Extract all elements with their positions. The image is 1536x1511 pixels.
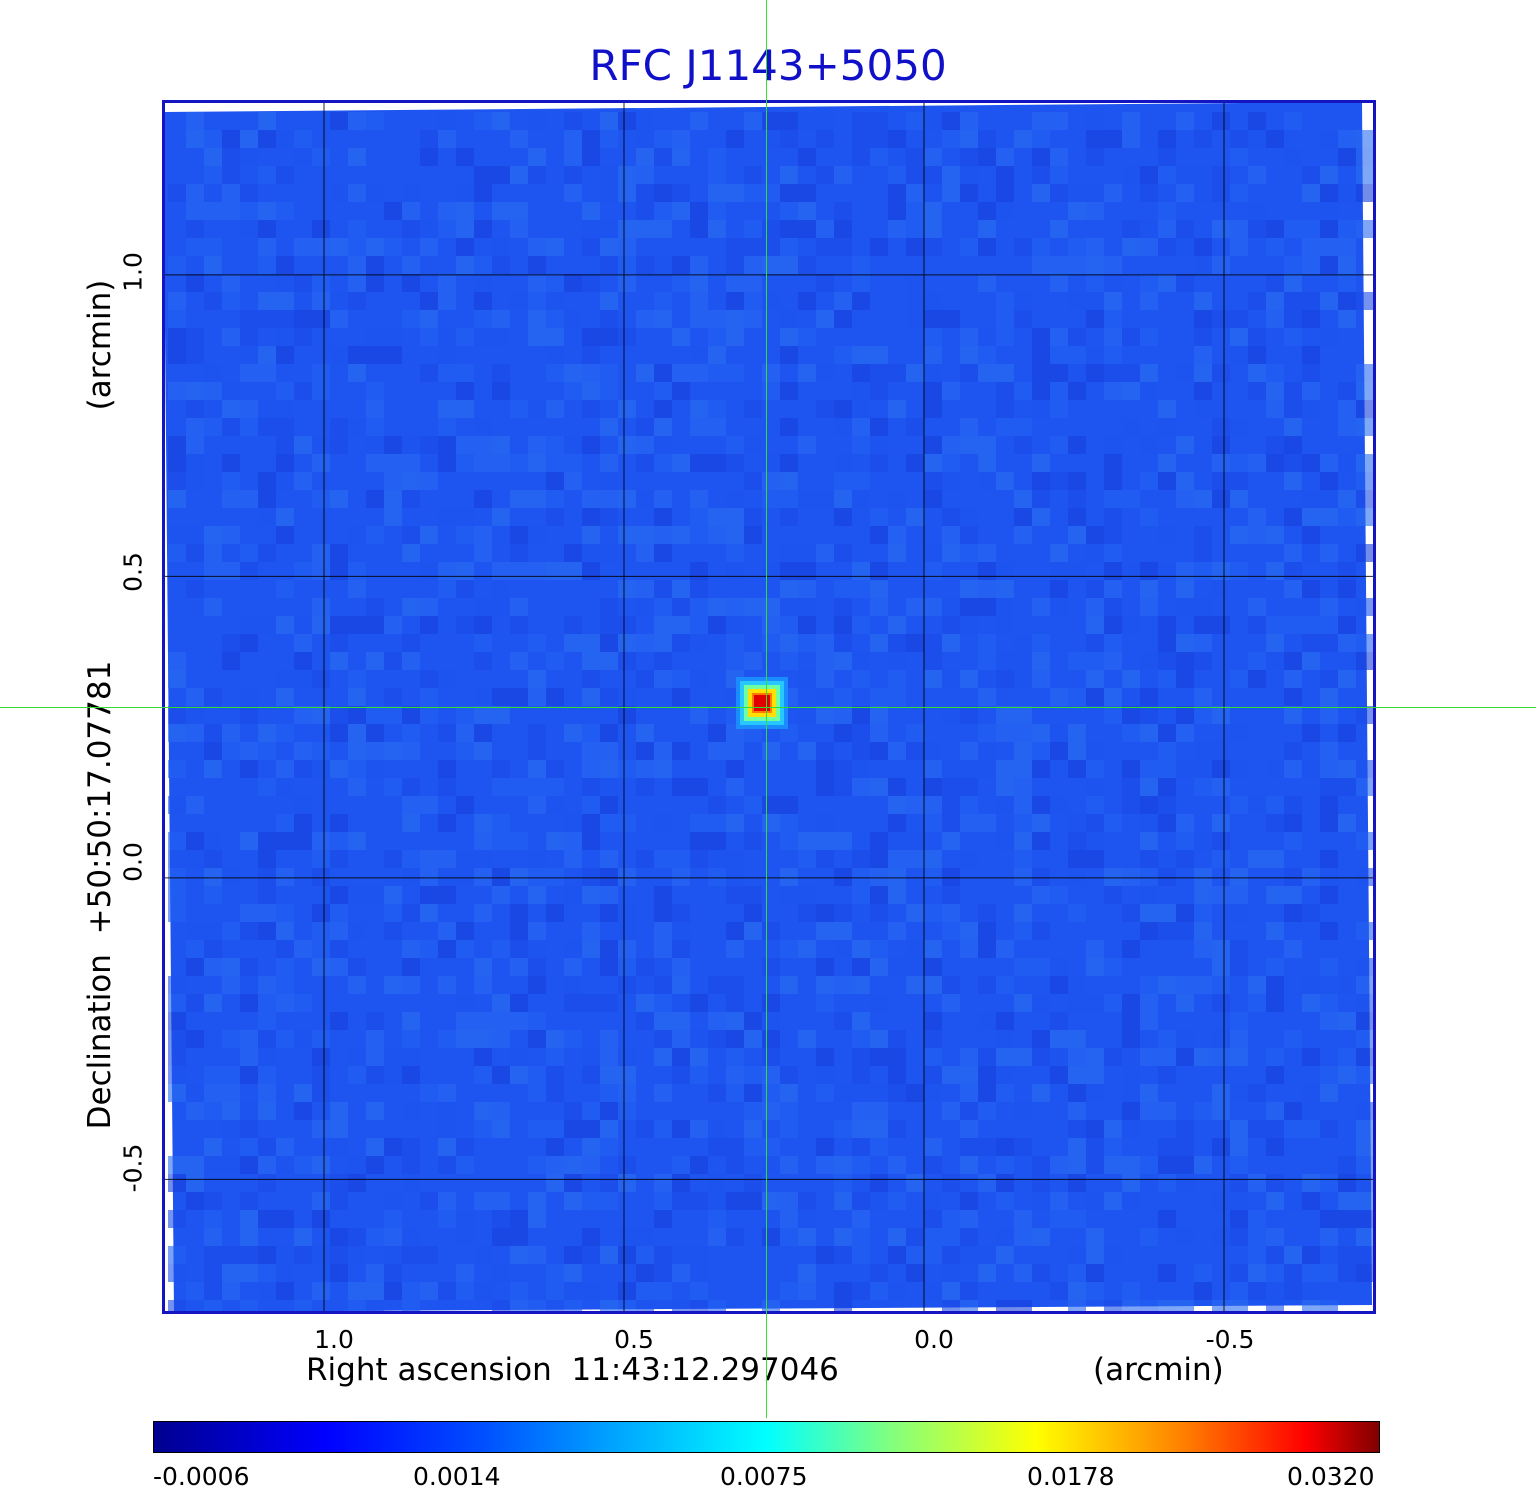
source-peak <box>754 694 770 711</box>
y-axis-unit: (arcmin) <box>82 279 118 411</box>
coordinate-grid <box>162 100 1374 1312</box>
sky-map[interactable] <box>162 100 1374 1312</box>
x-tick-label: 1.0 <box>314 1325 354 1354</box>
y-tick-label: 1.0 <box>118 252 148 292</box>
colorbar <box>153 1421 1380 1453</box>
x-axis-label: Right ascension 11:43:12.297046 <box>306 1352 839 1388</box>
crosshair-horizontal <box>0 707 1536 708</box>
y-tick-label: -0.5 <box>118 1143 148 1193</box>
x-tick-label: -0.5 <box>1205 1325 1255 1354</box>
noise-pixels <box>168 112 1374 1312</box>
crosshair-vertical <box>766 0 767 1418</box>
y-axis-label: Declination +50:50:17.07781 <box>82 660 118 1130</box>
colorbar-tick-label: 0.0075 <box>720 1462 808 1491</box>
colorbar-tick-label: 0.0178 <box>1027 1462 1115 1491</box>
colorbar-tick-label: 0.0014 <box>413 1462 501 1491</box>
y-tick-label: 0.0 <box>118 842 148 882</box>
x-axis-unit: (arcmin) <box>1093 1352 1224 1388</box>
y-tick-label: 0.5 <box>118 552 148 592</box>
plot-title: RFC J1143+5050 <box>589 41 947 90</box>
colorbar-tick-label: -0.0006 <box>153 1462 250 1491</box>
x-tick-label: 0.5 <box>614 1325 654 1354</box>
colorbar-tick-label: 0.0320 <box>1287 1462 1375 1491</box>
x-tick-label: 0.0 <box>914 1325 954 1354</box>
source-blob <box>736 676 788 729</box>
